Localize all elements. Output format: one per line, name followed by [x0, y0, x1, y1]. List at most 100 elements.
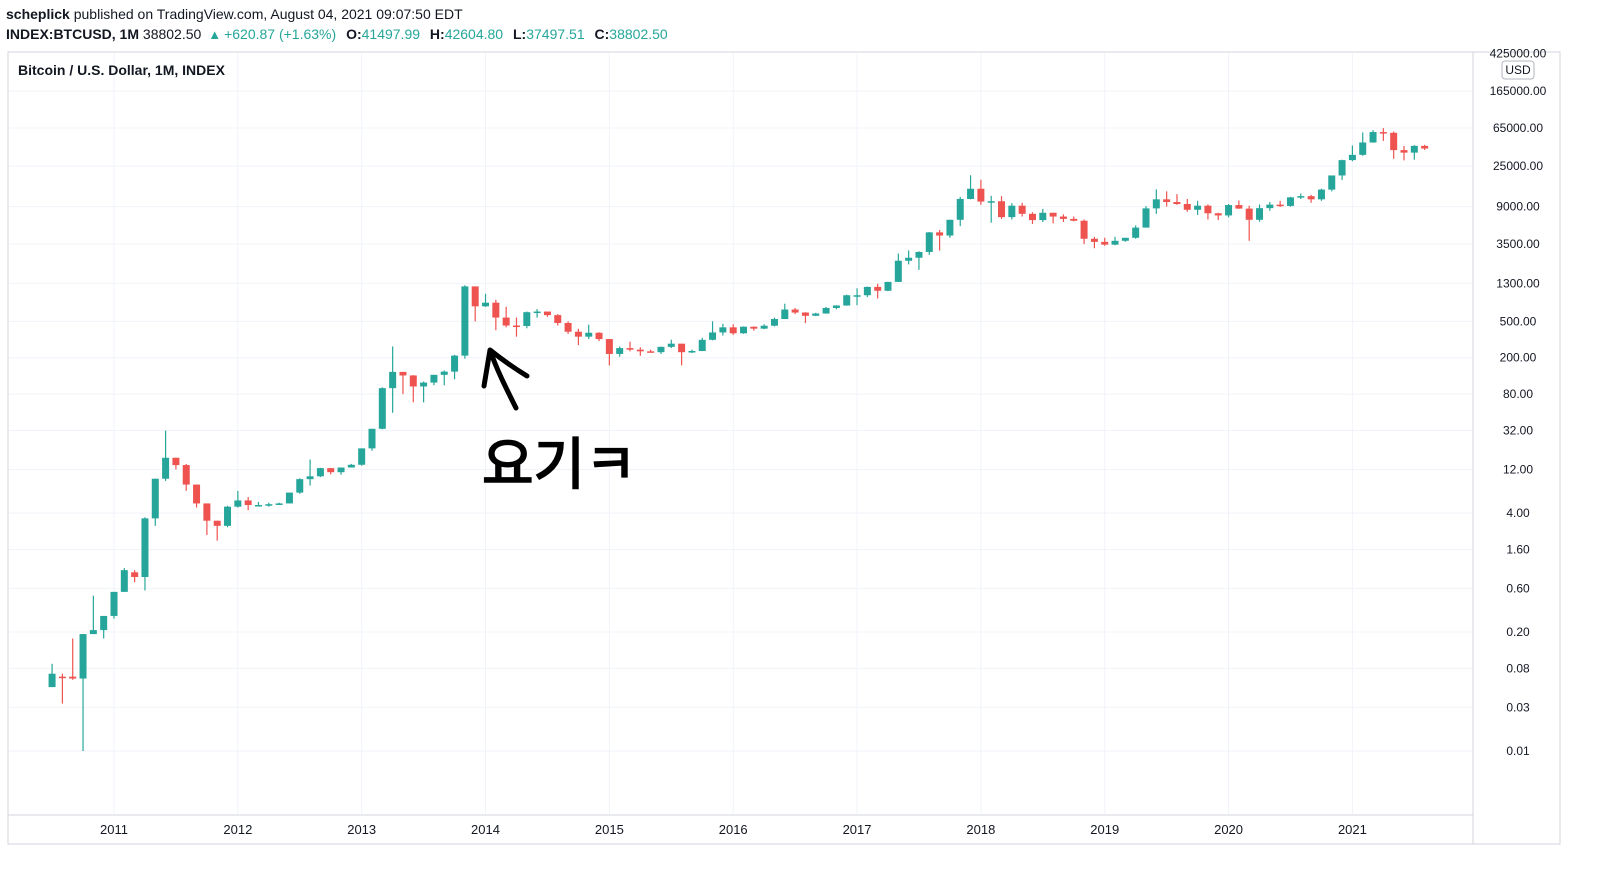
candle — [1245, 205, 1253, 241]
open-key: O: — [346, 26, 362, 42]
candle-body — [894, 260, 902, 282]
candle — [358, 448, 366, 466]
candle-body — [162, 457, 170, 479]
candle — [977, 179, 985, 205]
candle-body — [440, 371, 448, 375]
candle-body — [110, 591, 118, 616]
candle — [1070, 216, 1078, 222]
candle — [471, 286, 479, 322]
candle-body — [1266, 204, 1274, 209]
candle-body — [203, 503, 211, 521]
candle — [564, 321, 572, 334]
author-name[interactable]: scheplick — [6, 6, 70, 22]
candle — [1256, 204, 1264, 222]
candle — [172, 457, 180, 470]
chart-frame — [7, 51, 1561, 845]
candle — [698, 337, 706, 352]
candle — [48, 663, 56, 688]
candle — [523, 311, 531, 329]
candle-body — [1049, 212, 1057, 217]
candle-body — [667, 343, 675, 347]
candle-body — [1256, 208, 1264, 220]
candle — [987, 195, 995, 223]
candle — [709, 321, 717, 341]
candle-body — [709, 332, 717, 340]
candle — [141, 517, 149, 591]
candle-body — [399, 371, 407, 376]
candle — [58, 673, 66, 704]
x-tick-label: 2012 — [223, 822, 252, 837]
candle-body — [636, 349, 644, 352]
candle-body — [853, 295, 861, 297]
y-tick-label: 65000.00 — [1493, 121, 1543, 135]
chart-title: Bitcoin / U.S. Dollar, 1M, INDEX — [18, 62, 226, 78]
candle — [894, 253, 902, 282]
candle-body — [1204, 205, 1212, 214]
candle-body — [409, 375, 417, 387]
candle-body — [843, 295, 851, 306]
candle — [1266, 201, 1274, 211]
currency-badge-box[interactable] — [1501, 60, 1535, 80]
candle-body — [285, 492, 293, 504]
candle-body — [719, 327, 727, 333]
candle — [605, 339, 613, 366]
candle-body — [1400, 150, 1408, 153]
candle-body — [254, 505, 262, 507]
candle — [1297, 193, 1305, 199]
candle — [1018, 202, 1026, 217]
candle — [719, 323, 727, 336]
candle-body — [967, 188, 975, 199]
candle — [936, 230, 944, 251]
candle-body — [120, 570, 128, 592]
candle-body — [1142, 208, 1150, 228]
candle — [667, 339, 675, 349]
candle — [626, 341, 634, 352]
candle-body — [1070, 218, 1078, 221]
candle — [729, 324, 737, 335]
candle-body — [502, 317, 510, 326]
candle — [1132, 225, 1140, 239]
symbol-info-line: INDEX:BTCUSD, 1M 38802.50 ▲ +620.87 (+1.6… — [6, 26, 668, 42]
candle-body — [420, 382, 428, 387]
low-key: L: — [513, 26, 527, 42]
price-axis[interactable]: 425000.00 165000.00 65000.00 25000.00 9000.0… — [1490, 46, 1547, 758]
candle-body — [626, 348, 634, 350]
candle-body — [533, 311, 541, 314]
candle-body — [1173, 201, 1181, 205]
candle-body — [915, 251, 923, 258]
candle-body — [1080, 220, 1088, 239]
candle-body — [770, 319, 778, 326]
candle — [254, 501, 262, 507]
candle — [750, 326, 758, 331]
candle — [812, 312, 820, 317]
candle — [120, 568, 128, 592]
candle-body — [1359, 142, 1367, 155]
candle — [543, 311, 551, 317]
candle-body — [213, 520, 221, 526]
candle — [162, 430, 170, 481]
candle-body — [1276, 204, 1284, 207]
candle-body — [801, 312, 809, 316]
candle — [285, 492, 293, 504]
candle — [327, 467, 335, 475]
y-tick-label: 0.03 — [1506, 700, 1530, 714]
time-axis[interactable]: 2011 2012 2013 2014 2015 2016 2017 2018 2019 2020… — [100, 822, 1367, 837]
y-tick-label: 0.20 — [1506, 625, 1530, 639]
candle-body — [1018, 205, 1026, 214]
candle — [1390, 131, 1398, 159]
candle — [1059, 214, 1067, 223]
candle — [461, 285, 469, 359]
candle-body — [1348, 154, 1356, 161]
candle-body — [1194, 205, 1202, 210]
candle — [1359, 132, 1367, 156]
candle-body — [812, 313, 820, 316]
gridlines — [9, 53, 1472, 814]
candle — [100, 615, 108, 639]
candle — [595, 332, 603, 341]
x-tick-label: 2014 — [471, 822, 500, 837]
candle — [822, 306, 830, 314]
symbol-label: INDEX:BTCUSD, 1M — [6, 26, 140, 42]
candle — [781, 303, 789, 320]
candle — [1101, 237, 1109, 246]
